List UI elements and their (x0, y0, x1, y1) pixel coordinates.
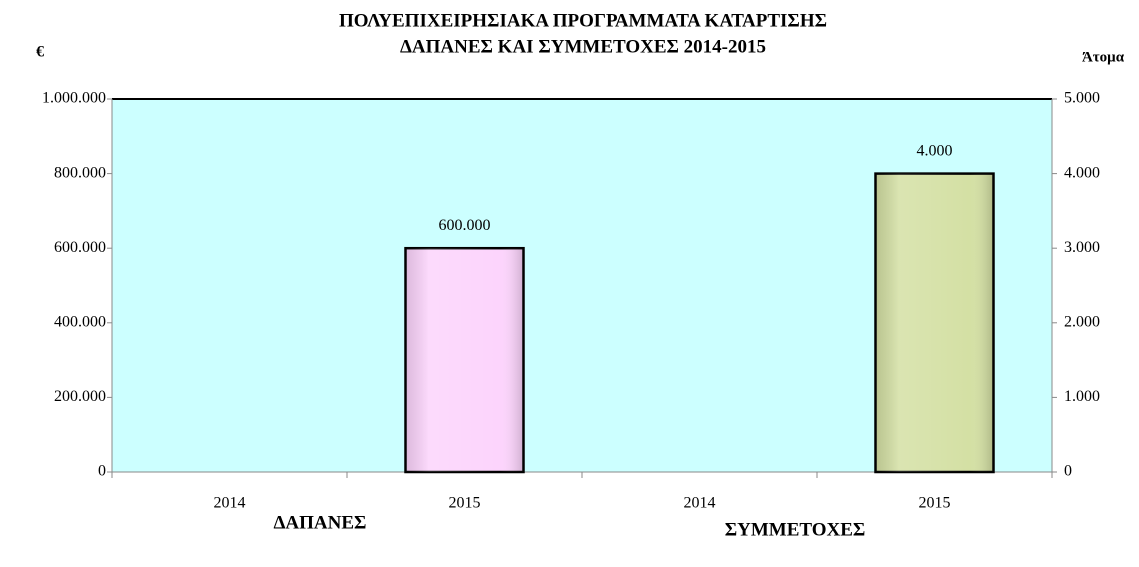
group-label: ΣΥΜΜΕΤΟΧΕΣ (725, 519, 866, 540)
y2-tick-label: 2.000 (1064, 313, 1100, 330)
y-axis-label: € (36, 44, 44, 61)
y-tick-label: 400.000 (54, 313, 106, 330)
y2-tick-label: 3.000 (1064, 239, 1100, 256)
x-tick-label: 2015 (919, 495, 951, 512)
x-tick-label: 2014 (214, 495, 246, 512)
y-tick-label: 600.000 (54, 239, 106, 256)
x-tick-label: 2015 (449, 495, 481, 512)
group-label: ΔΑΠΑΝΕΣ (274, 512, 367, 533)
y-tick-label: 800.000 (54, 164, 106, 181)
y-tick-label: 200.000 (54, 388, 106, 405)
bar-shade (405, 248, 524, 472)
y2-tick-label: 5.000 (1064, 90, 1100, 107)
y2-tick-label: 0 (1064, 463, 1072, 480)
y2-axis-label: Άτομα (1082, 49, 1125, 65)
y2-tick-label: 1.000 (1064, 388, 1100, 405)
x-tick-label: 2014 (684, 495, 716, 512)
y-tick-label: 1.000.000 (42, 90, 106, 107)
y2-tick-label: 4.000 (1064, 164, 1100, 181)
y-tick-label: 0 (98, 463, 106, 480)
chart-title: ΔΑΠΑΝΕΣ ΚΑΙ ΣΥΜΜΕΤΟΧΕΣ 2014-2015 (400, 36, 766, 57)
data-label: 4.000 (917, 142, 953, 159)
bar-shade (875, 173, 994, 472)
data-label: 600.000 (439, 217, 491, 234)
chart-title: ΠΟΛΥΕΠΙΧΕΙΡΗΣΙΑΚΑ ΠΡΟΓΡΑΜΜΑΤΑ ΚΑΤΑΡΤΙΣΗΣ (339, 10, 827, 31)
